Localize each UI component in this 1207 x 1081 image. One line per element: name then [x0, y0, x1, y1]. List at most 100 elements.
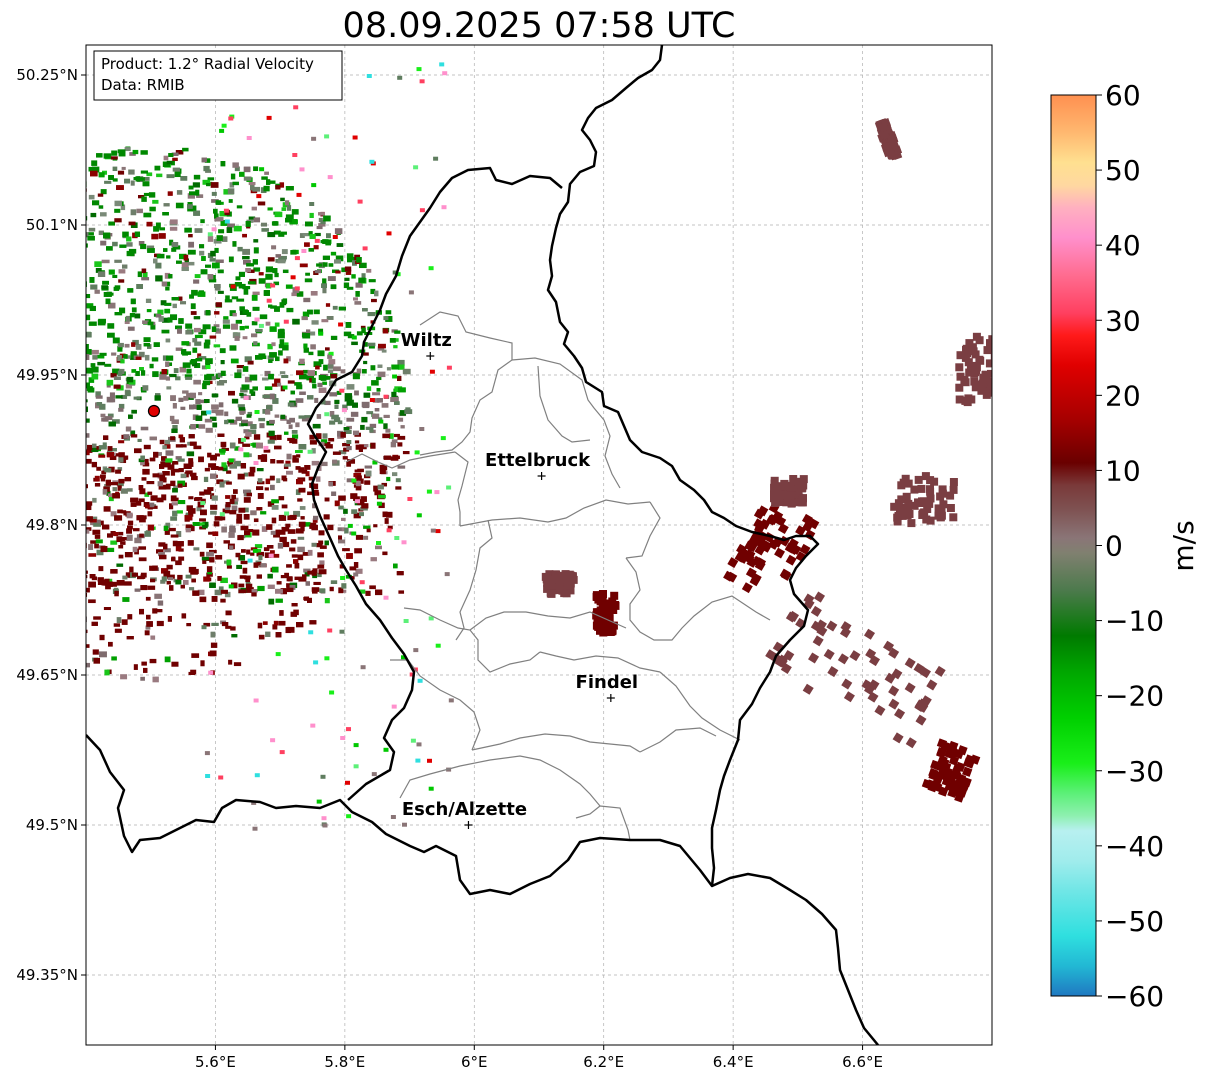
echo-pixel: [207, 274, 214, 280]
echo-pixel: [1, 410, 6, 414]
echo-pixel: [367, 312, 376, 317]
echo-pixel: [345, 269, 352, 275]
echo-pixel: [67, 198, 75, 204]
echo-pixel: [140, 676, 145, 681]
echo-pixel: [296, 454, 301, 458]
echo-pixel: [397, 359, 405, 366]
echo-pixel: [305, 272, 310, 276]
echo-pixel: [377, 484, 384, 490]
echo-pixel: [210, 250, 216, 257]
echo-pixel: [96, 519, 101, 524]
echo-pixel: [76, 542, 80, 546]
echo-pixel: [188, 512, 194, 517]
colorbar-tick-label: 50: [1105, 154, 1141, 187]
echo-pixel: [341, 589, 347, 593]
echo-pixel: [129, 152, 136, 156]
echo-pixel: [189, 404, 194, 410]
echo-pixel: [271, 566, 279, 573]
echo-pixel: [172, 167, 180, 172]
echo-pixel: [88, 227, 96, 232]
echo-pixel: [280, 255, 287, 260]
echo-pixel: [304, 596, 309, 601]
echo-pixel: [370, 365, 376, 371]
echo-pixel: [843, 691, 855, 703]
echo-pixel: [91, 461, 98, 468]
echo-pixel: [20, 393, 25, 397]
echo-pixel: [386, 476, 391, 482]
echo-pixel: [86, 637, 87, 642]
echo-pixel: [26, 441, 30, 446]
echo-pixel: [246, 587, 254, 593]
echo-pixel: [58, 547, 65, 552]
echo-pixel: [6, 443, 13, 447]
echo-pixel: [41, 200, 46, 205]
echo-pixel: [152, 505, 158, 509]
echo-pixel: [220, 577, 228, 584]
echo-pixel: [225, 610, 232, 616]
echo-pixel: [172, 488, 178, 493]
echo-pixel: [172, 468, 180, 473]
echo-pixel: [99, 634, 105, 641]
echo-pixel: [225, 495, 231, 499]
echo-pixel: [119, 307, 126, 314]
echo-pixel: [68, 585, 74, 589]
echo-pixel: [904, 657, 916, 669]
echo-pixel: [136, 284, 144, 289]
echo-pixel: [155, 222, 161, 229]
echo-pixel: [238, 283, 246, 289]
echo-pixel: [240, 437, 246, 442]
echo-pixel: [286, 419, 291, 424]
echo-pixel: [327, 354, 333, 359]
echo-pixel: [544, 583, 553, 592]
echo-pixel: [162, 445, 167, 450]
echo-pixel: [187, 261, 195, 266]
echo-pixel: [14, 458, 20, 462]
colorbar-tick-label: −60: [1105, 980, 1164, 1013]
echo-pixel: [200, 501, 206, 506]
city-ettelbruck: Ettelbruck: [485, 450, 591, 480]
echo-pixel: [926, 679, 938, 691]
echo-pixel: [260, 456, 268, 462]
echo-pixel: [13, 501, 18, 504]
echo-pixel: [16, 240, 22, 245]
echo-pixel: [917, 484, 926, 493]
echo-pixel: [257, 201, 266, 206]
echo-pixel: [317, 382, 323, 387]
echo-pixel: [351, 531, 357, 536]
echo-pixel: [799, 475, 808, 484]
echo-pixel: [176, 190, 183, 195]
echo-pixel: [175, 456, 182, 460]
echo-pixel: [43, 333, 49, 338]
echo-pixel: [163, 155, 169, 161]
echo-pixel: [73, 482, 80, 487]
echo-pixel: [112, 480, 119, 484]
echo-pixel: [229, 442, 236, 449]
echo-pixel: [395, 272, 401, 277]
echo-pixel: [336, 390, 342, 395]
echo-pixel: [156, 549, 164, 554]
echo-pixel: [66, 446, 72, 450]
echo-pixel: [840, 621, 852, 633]
echo-pixel: [273, 620, 279, 626]
echo-pixel: [3, 292, 10, 296]
echo-pixel: [151, 233, 159, 240]
echo-pixel: [165, 361, 170, 367]
echo-pixel: [139, 533, 144, 538]
echo-pixel: [221, 236, 228, 242]
echo-pixel: [323, 364, 328, 371]
echo-pixel: [338, 450, 347, 455]
echo-pixel: [6, 383, 13, 387]
echo-pixel: [371, 380, 379, 386]
echo-pixel: [45, 193, 49, 199]
echo-pixel: [266, 298, 272, 303]
echo-pixel: [210, 631, 216, 638]
echo-pixel: [169, 527, 176, 532]
echo-pixel: [98, 172, 105, 178]
echo-pixel: [80, 453, 85, 456]
echo-pixel: [56, 406, 62, 410]
echo-pixel: [235, 276, 241, 281]
echo-pixel: [598, 606, 607, 615]
echo-pixel: [271, 505, 279, 510]
echo-pixel: [140, 455, 145, 461]
echo-pixel: [146, 172, 153, 177]
